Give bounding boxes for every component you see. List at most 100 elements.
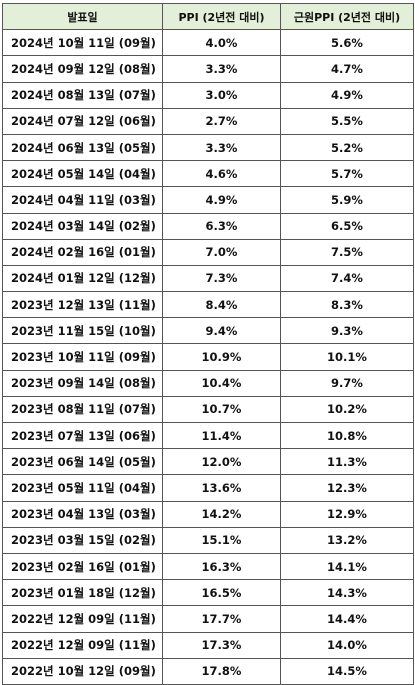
cell-release-date: 2024년 10월 11일 (09월) — [2, 29, 163, 57]
table-row: 2023년 02월 16일 (01월) 16.3% 14.1% — [2, 552, 414, 581]
cell-core-ppi: 12.9% — [280, 500, 414, 528]
cell-core-ppi: 5.9% — [280, 186, 414, 214]
cell-release-date: 2023년 07월 13일 (06월) — [2, 421, 163, 450]
cell-core-ppi: 8.3% — [280, 291, 414, 319]
cell-core-ppi: 11.3% — [280, 448, 414, 476]
cell-release-date: 2023년 02월 16일 (01월) — [2, 552, 163, 581]
cell-release-date: 2023년 04월 13일 (03월) — [2, 500, 163, 528]
cell-ppi: 6.3% — [162, 212, 281, 240]
cell-ppi: 7.0% — [162, 238, 281, 266]
cell-ppi: 10.9% — [162, 343, 281, 371]
cell-release-date: 2024년 05월 14일 (04월) — [2, 160, 163, 188]
cell-core-ppi: 10.8% — [280, 421, 414, 450]
cell-core-ppi: 13.2% — [280, 526, 414, 554]
cell-release-date: 2024년 03월 14일 (02월) — [2, 212, 163, 240]
cell-release-date: 2023년 06월 14일 (05월) — [2, 448, 163, 476]
table-row: 2023년 12월 13일 (11월) 8.4% 8.3% — [2, 291, 414, 319]
cell-release-date: 2022년 12월 09일 (11월) — [2, 605, 163, 633]
cell-ppi: 10.7% — [162, 395, 281, 424]
table-row: 2024년 10월 11일 (09월) 4.0% 5.6% — [2, 29, 414, 57]
table-row: 2023년 09월 14일 (08월) 10.4% 9.7% — [2, 369, 414, 397]
cell-release-date: 2023년 05월 11일 (04월) — [2, 474, 163, 502]
table-row: 2024년 02월 16일 (01월) 7.0% 7.5% — [2, 238, 414, 266]
table-row: 2024년 09월 12일 (08월) 3.3% 4.7% — [2, 55, 414, 83]
cell-core-ppi: 6.5% — [280, 212, 414, 240]
cell-ppi: 3.3% — [162, 55, 281, 83]
cell-ppi: 15.1% — [162, 526, 281, 554]
table-row: 2022년 12월 09일 (11월) 17.7% 14.4% — [2, 605, 414, 633]
cell-ppi: 16.5% — [162, 579, 281, 607]
cell-ppi: 2.7% — [162, 107, 281, 135]
table-row: 2023년 08월 11일 (07월) 10.7% 10.2% — [2, 395, 414, 424]
cell-ppi: 4.9% — [162, 186, 281, 214]
cell-core-ppi: 4.7% — [280, 55, 414, 83]
table-row: 2023년 05월 11일 (04월) 13.6% 12.3% — [2, 474, 414, 502]
cell-core-ppi: 5.5% — [280, 107, 414, 135]
cell-core-ppi: 9.3% — [280, 317, 414, 345]
cell-core-ppi: 5.6% — [280, 29, 414, 57]
cell-ppi: 16.3% — [162, 552, 281, 581]
cell-release-date: 2023년 12월 13일 (11월) — [2, 291, 163, 319]
table-header: 발표일 PPI (2년전 대비) 근원PPI (2년전 대비) — [2, 2, 414, 31]
cell-core-ppi: 14.1% — [280, 552, 414, 581]
cell-core-ppi: 7.4% — [280, 264, 414, 293]
table-row: 2023년 10월 11일 (09월) 10.9% 10.1% — [2, 343, 414, 371]
header-release-date: 발표일 — [2, 2, 163, 31]
header-ppi: PPI (2년전 대비) — [162, 2, 281, 31]
cell-core-ppi: 12.3% — [280, 474, 414, 502]
table-row: 2023년 04월 13일 (03월) 14.2% 12.9% — [2, 500, 414, 528]
table-row: 2022년 12월 09일 (11월) 17.3% 14.0% — [2, 631, 414, 659]
cell-release-date: 2023년 08월 11일 (07월) — [2, 395, 163, 424]
cell-ppi: 17.8% — [162, 657, 281, 685]
cell-ppi: 8.4% — [162, 291, 281, 319]
cell-release-date: 2023년 09월 14일 (08월) — [2, 369, 163, 397]
cell-release-date: 2024년 01월 12일 (12월) — [2, 264, 163, 293]
cell-core-ppi: 5.2% — [280, 133, 414, 162]
cell-release-date: 2022년 10월 12일 (09월) — [2, 657, 163, 685]
table-row: 2024년 01월 12일 (12월) 7.3% 7.4% — [2, 264, 414, 293]
table-row: 2024년 06월 13일 (05월) 3.3% 5.2% — [2, 133, 414, 162]
cell-core-ppi: 5.7% — [280, 160, 414, 188]
table-row: 2023년 11월 15일 (10월) 9.4% 9.3% — [2, 317, 414, 345]
cell-ppi: 4.0% — [162, 29, 281, 57]
header-core-ppi: 근원PPI (2년전 대비) — [280, 2, 414, 31]
cell-core-ppi: 4.9% — [280, 81, 414, 109]
table-row: 2023년 07월 13일 (06월) 11.4% 10.8% — [2, 421, 414, 450]
cell-release-date: 2024년 07월 12일 (06월) — [2, 107, 163, 135]
cell-release-date: 2024년 06월 13일 (05월) — [2, 133, 163, 162]
cell-ppi: 3.0% — [162, 81, 281, 109]
cell-ppi: 17.7% — [162, 605, 281, 633]
table-row: 2022년 10월 12일 (09월) 17.8% 14.5% — [2, 657, 414, 685]
cell-ppi: 9.4% — [162, 317, 281, 345]
cell-core-ppi: 10.1% — [280, 343, 414, 371]
cell-core-ppi: 14.5% — [280, 657, 414, 685]
header-row: 발표일 PPI (2년전 대비) 근원PPI (2년전 대비) — [2, 2, 414, 31]
cell-release-date: 2024년 04월 11일 (03월) — [2, 186, 163, 214]
cell-core-ppi: 14.3% — [280, 579, 414, 607]
cell-core-ppi: 14.0% — [280, 631, 414, 659]
table-row: 2023년 06월 14일 (05월) 12.0% 11.3% — [2, 448, 414, 476]
cell-release-date: 2024년 08월 13일 (07월) — [2, 81, 163, 109]
cell-ppi: 10.4% — [162, 369, 281, 397]
table-row: 2024년 03월 14일 (02월) 6.3% 6.5% — [2, 212, 414, 240]
cell-core-ppi: 7.5% — [280, 238, 414, 266]
cell-ppi: 17.3% — [162, 631, 281, 659]
cell-release-date: 2024년 09월 12일 (08월) — [2, 55, 163, 83]
table-row: 2024년 04월 11일 (03월) 4.9% 5.9% — [2, 186, 414, 214]
table-row: 2024년 07월 12일 (06월) 2.7% 5.5% — [2, 107, 414, 135]
cell-ppi: 12.0% — [162, 448, 281, 476]
table-row: 2024년 08월 13일 (07월) 3.0% 4.9% — [2, 81, 414, 109]
cell-release-date: 2022년 12월 09일 (11월) — [2, 631, 163, 659]
table-body: 2024년 10월 11일 (09월) 4.0% 5.6% 2024년 09월 12일… — [2, 29, 414, 685]
cell-release-date: 2023년 11월 15일 (10월) — [2, 317, 163, 345]
table-row: 2023년 03월 15일 (02월) 15.1% 13.2% — [2, 526, 414, 554]
table-row: 2024년 05월 14일 (04월) 4.6% 5.7% — [2, 160, 414, 188]
cell-release-date: 2024년 02월 16일 (01월) — [2, 238, 163, 266]
cell-core-ppi: 9.7% — [280, 369, 414, 397]
cell-ppi: 4.6% — [162, 160, 281, 188]
cell-release-date: 2023년 03월 15일 (02월) — [2, 526, 163, 554]
cell-ppi: 11.4% — [162, 421, 281, 450]
cell-release-date: 2023년 01월 18일 (12월) — [2, 579, 163, 607]
cell-ppi: 3.3% — [162, 133, 281, 162]
